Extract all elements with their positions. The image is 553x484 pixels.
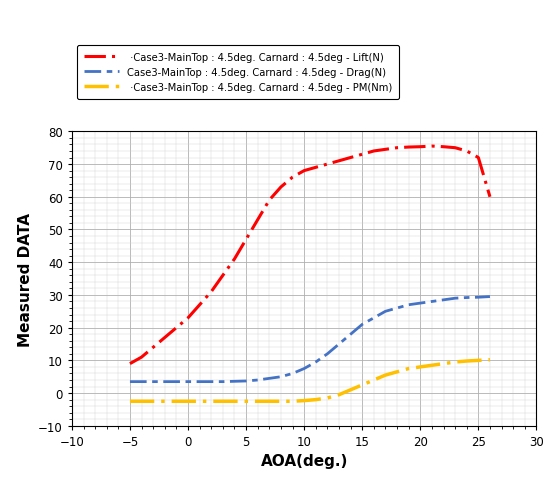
X-axis label: AOA(deg.): AOA(deg.): [260, 454, 348, 469]
Y-axis label: Measured DATA: Measured DATA: [18, 212, 33, 346]
Legend:  ·Case3-MainTop : 4.5deg. Carnard : 4.5deg - Lift(N), Case3-MainTop : 4.5deg. Ca: ·Case3-MainTop : 4.5deg. Carnard : 4.5de…: [77, 46, 399, 100]
